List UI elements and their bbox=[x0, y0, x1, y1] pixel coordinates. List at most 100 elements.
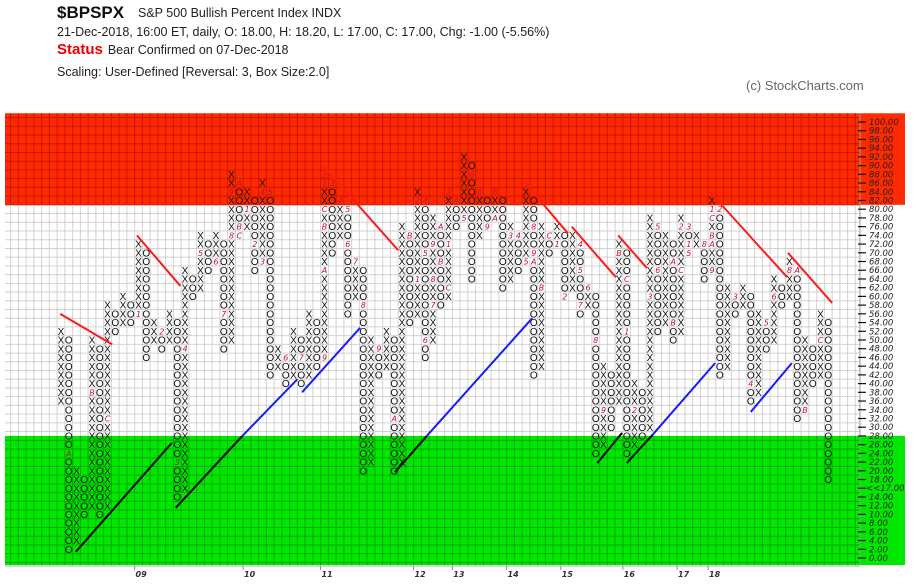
pnf-box-x: X bbox=[678, 214, 685, 225]
pnf-box-o: O bbox=[778, 292, 786, 303]
pnf-box-x: X bbox=[368, 432, 375, 443]
month-marker: B bbox=[89, 388, 95, 397]
pnf-box-o: O bbox=[638, 397, 646, 408]
pnf-box-x: X bbox=[538, 275, 545, 286]
pnf-box-x: X bbox=[383, 353, 390, 364]
pnf-box-o: O bbox=[793, 353, 801, 364]
pnf-box-o: O bbox=[669, 266, 677, 277]
pnf-box-x: X bbox=[135, 275, 142, 286]
pnf-box-x: X bbox=[58, 353, 65, 364]
pnf-box-o: O bbox=[220, 266, 228, 277]
pnf-box-x: X bbox=[724, 362, 731, 373]
pnf-box-o: O bbox=[499, 231, 507, 242]
pnf-box-o: O bbox=[716, 214, 724, 225]
pnf-box-x: X bbox=[647, 379, 654, 390]
pnf-box-x: X bbox=[197, 283, 204, 294]
month-marker: B bbox=[438, 258, 444, 267]
pnf-box-x: X bbox=[306, 344, 313, 355]
pnf-box-o: O bbox=[623, 432, 631, 443]
month-marker: 4 bbox=[337, 196, 342, 205]
y-tick-label: 40.00 bbox=[869, 380, 893, 390]
pnf-box-o: O bbox=[127, 318, 135, 329]
pnf-box-o: O bbox=[623, 362, 631, 373]
pnf-box-x: X bbox=[786, 275, 793, 286]
pnf-box-x: X bbox=[616, 266, 623, 277]
pnf-box-x: X bbox=[647, 248, 654, 259]
pnf-box-o: O bbox=[297, 370, 305, 381]
pnf-box-x: X bbox=[368, 362, 375, 373]
pnf-box-o: O bbox=[328, 187, 336, 198]
pnf-box-o: O bbox=[266, 222, 274, 233]
pnf-box-x: X bbox=[228, 318, 235, 329]
pnf-box-x: X bbox=[600, 440, 607, 451]
y-tick-label: 2.00 bbox=[869, 545, 888, 555]
pnf-box-x: X bbox=[321, 309, 328, 320]
pnf-box-o: O bbox=[824, 432, 832, 443]
pnf-box-x: X bbox=[600, 432, 607, 443]
month-marker: 1 bbox=[415, 275, 420, 284]
pnf-box-x: X bbox=[73, 484, 80, 495]
pnf-box-x: X bbox=[259, 222, 266, 233]
pnf-box-x: X bbox=[523, 214, 530, 225]
month-marker: 1 bbox=[624, 327, 629, 336]
pnf-box-x: X bbox=[523, 205, 530, 216]
pnf-box-x: X bbox=[693, 231, 700, 242]
pnf-box-o: O bbox=[220, 344, 228, 355]
pnf-box-o: O bbox=[793, 362, 801, 373]
pnf-box-x: X bbox=[182, 405, 189, 416]
pnf-box-x: X bbox=[585, 301, 592, 312]
pnf-box-o: O bbox=[359, 362, 367, 373]
pnf-box-x: X bbox=[399, 414, 406, 425]
pnf-box-x: X bbox=[89, 484, 96, 495]
pnf-box-x: X bbox=[89, 379, 96, 390]
pnf-box-o: O bbox=[530, 266, 538, 277]
pnf-box-o: O bbox=[654, 301, 662, 312]
pnf-box-x: X bbox=[662, 257, 669, 268]
month-marker: 5 bbox=[764, 319, 769, 328]
pnf-column-o: OOO bbox=[127, 301, 135, 329]
month-marker: C bbox=[709, 214, 715, 223]
pnf-box-o: O bbox=[359, 309, 367, 320]
y-tick-label: 48.00 bbox=[869, 345, 893, 355]
pnf-box-x: X bbox=[414, 231, 421, 242]
pnf-box-o: O bbox=[266, 344, 274, 355]
pnf-box-o: O bbox=[623, 423, 631, 434]
pnf-box-x: X bbox=[709, 196, 716, 207]
pnf-box-x: X bbox=[430, 327, 437, 338]
pnf-box-x: X bbox=[724, 318, 731, 329]
pnf-box-x: X bbox=[771, 318, 778, 329]
pnf-box-o: O bbox=[530, 353, 538, 364]
pnf-box-x: X bbox=[569, 231, 576, 242]
pnf-column-x: XX6 bbox=[585, 284, 592, 312]
month-marker: 8 bbox=[531, 223, 536, 232]
pnf-box-x: X bbox=[89, 405, 96, 416]
month-marker: 3 bbox=[733, 292, 738, 301]
pnf-box-x: X bbox=[244, 214, 251, 225]
month-marker: 1 bbox=[244, 205, 249, 214]
pnf-box-o: O bbox=[421, 309, 429, 320]
pnf-box-x: X bbox=[678, 275, 685, 286]
pnf-box-x: X bbox=[368, 440, 375, 451]
pnf-box-o: O bbox=[328, 205, 336, 216]
pnf-box-o: O bbox=[344, 266, 352, 277]
pnf-box-x: X bbox=[817, 362, 824, 373]
pnf-box-o: O bbox=[623, 414, 631, 425]
pnf-box-x: X bbox=[352, 275, 359, 286]
month-marker: 7 bbox=[353, 258, 359, 267]
pnf-box-x: X bbox=[89, 449, 96, 460]
month-marker: 1 bbox=[446, 240, 451, 249]
month-marker: 4 bbox=[260, 188, 265, 197]
pnf-box-o: O bbox=[576, 309, 584, 320]
pnf-box-o: O bbox=[406, 309, 414, 320]
pnf-box-x: X bbox=[445, 275, 452, 286]
pnf-box-x: X bbox=[290, 353, 297, 364]
pnf-box-x: X bbox=[724, 292, 731, 303]
pnf-box-o: O bbox=[127, 301, 135, 312]
